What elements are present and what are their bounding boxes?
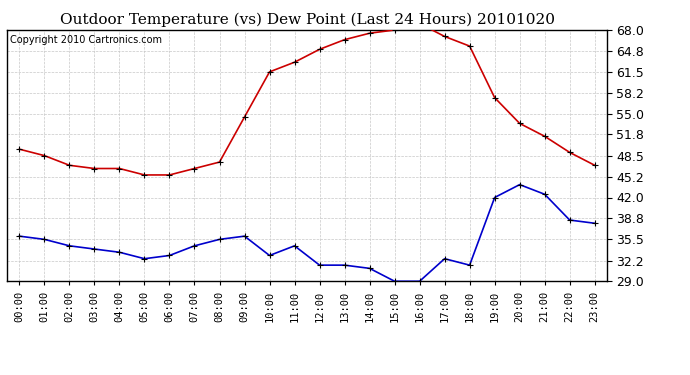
Title: Outdoor Temperature (vs) Dew Point (Last 24 Hours) 20101020: Outdoor Temperature (vs) Dew Point (Last… [59, 13, 555, 27]
Text: Copyright 2010 Cartronics.com: Copyright 2010 Cartronics.com [10, 35, 162, 45]
